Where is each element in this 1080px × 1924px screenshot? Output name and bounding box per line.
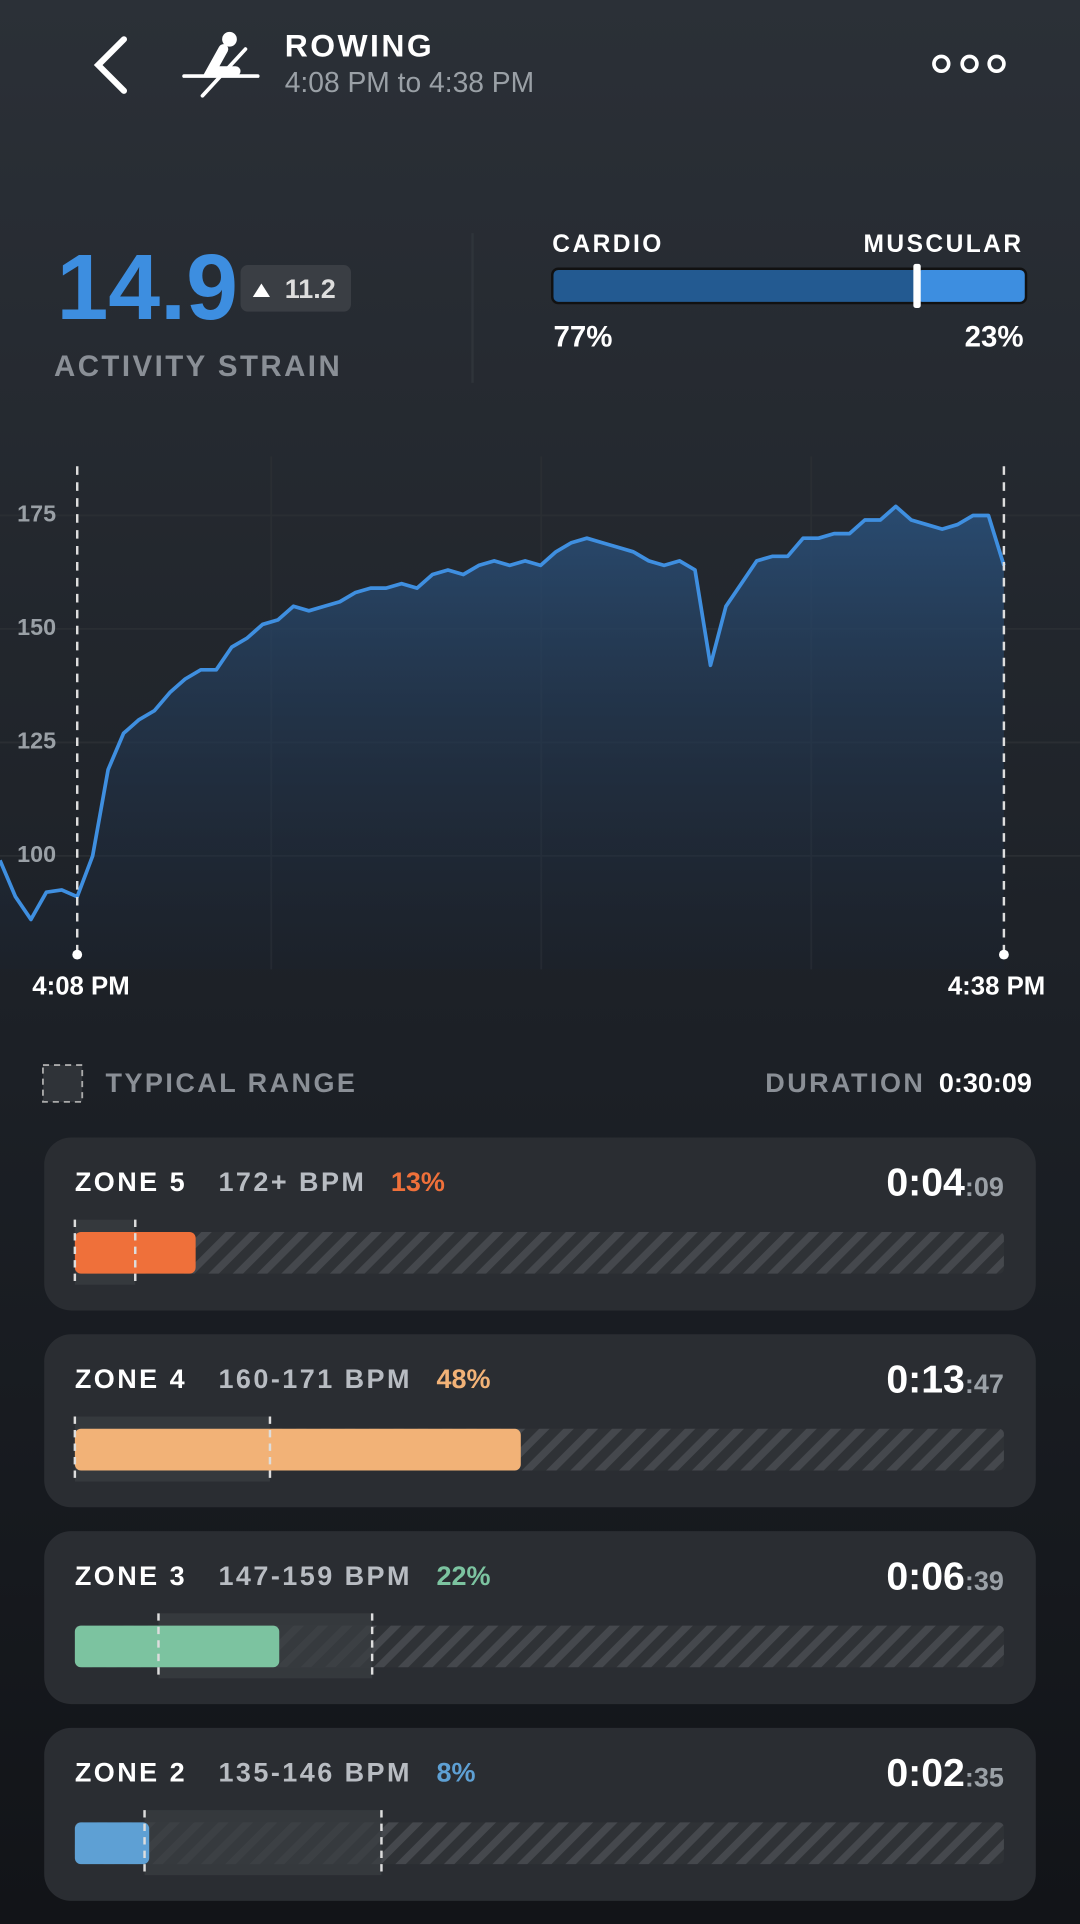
duration-value: 0:30:09 bbox=[939, 1068, 1032, 1098]
time-marker-dot bbox=[72, 949, 83, 960]
strain-change: 11.2 bbox=[285, 274, 336, 304]
zone-track bbox=[74, 1231, 1004, 1274]
y-tick-label: 150 bbox=[17, 614, 56, 640]
zone-percent: 8% bbox=[437, 1758, 476, 1788]
activity-time: 4:08 PM to 4:38 PM bbox=[285, 66, 534, 98]
zone-percent: 13% bbox=[391, 1167, 445, 1197]
x-tick-label: 4:38 PM bbox=[948, 973, 1045, 1001]
strain-badge bbox=[240, 265, 351, 312]
cardio-percent: 77% bbox=[554, 320, 613, 353]
zone-name: ZONE 3 bbox=[75, 1561, 187, 1591]
zone-time-seconds: :09 bbox=[965, 1172, 1004, 1202]
zone-time-seconds: :47 bbox=[965, 1369, 1004, 1399]
zone-card: ZONE 4 160-171 BPM 48% :470:13 bbox=[44, 1334, 1036, 1508]
hr-area bbox=[0, 506, 1004, 970]
y-tick-label: 175 bbox=[17, 501, 56, 527]
duration-label: DURATION bbox=[765, 1068, 925, 1098]
typical-range-label: TYPICAL RANGE bbox=[106, 1068, 358, 1098]
x-tick-label: 4:08 PM bbox=[32, 973, 129, 1001]
zone-percent: 22% bbox=[437, 1561, 491, 1591]
more-menu[interactable] bbox=[932, 54, 1006, 74]
cardio-label: CARDIO bbox=[552, 231, 664, 258]
zone-time: 0:04 bbox=[886, 1161, 965, 1205]
zone-card: ZONE 5 172+ BPM 13% :090:04 bbox=[44, 1137, 1036, 1311]
activity-title: ROWING bbox=[285, 27, 434, 63]
zone-name: ZONE 5 bbox=[75, 1167, 187, 1197]
zone-bar bbox=[74, 1822, 150, 1865]
zone-time: 0:02 bbox=[886, 1751, 965, 1795]
muscular-percent: 23% bbox=[965, 320, 1024, 353]
strain-value: 14.9 bbox=[56, 235, 238, 339]
zone-time-seconds: :39 bbox=[965, 1566, 1004, 1596]
y-tick-label: 125 bbox=[17, 728, 56, 754]
up-arrow bbox=[252, 283, 270, 297]
split-marker bbox=[913, 263, 921, 308]
back-button[interactable] bbox=[93, 36, 128, 94]
strain-label: ACTIVITY STRAIN bbox=[54, 350, 342, 383]
zone-time: 0:06 bbox=[886, 1554, 965, 1598]
zone-time-seconds: :35 bbox=[965, 1763, 1004, 1793]
zone-card: ZONE 3 147-159 BPM 22% :390:06 bbox=[44, 1531, 1036, 1705]
rowing-icon bbox=[182, 31, 260, 98]
zone-name: ZONE 2 bbox=[75, 1758, 187, 1788]
zone-name: ZONE 4 bbox=[75, 1364, 187, 1394]
y-tick-label: 100 bbox=[17, 841, 56, 867]
muscular-label: MUSCULAR bbox=[864, 231, 1024, 258]
time-marker-dot bbox=[999, 949, 1009, 960]
zone-bar bbox=[74, 1625, 280, 1668]
muscular-bar bbox=[917, 269, 1025, 302]
zone-percent: 48% bbox=[437, 1364, 491, 1394]
typical-range-icon bbox=[42, 1064, 84, 1103]
typical-range bbox=[144, 1810, 382, 1876]
zone-bar bbox=[74, 1428, 521, 1471]
zone-bpm: 147-159 BPM bbox=[218, 1561, 412, 1591]
zone-bpm: 160-171 BPM bbox=[218, 1364, 412, 1394]
zone-bpm: 172+ BPM bbox=[218, 1167, 366, 1197]
cardio-bar bbox=[553, 269, 919, 302]
zone-card: ZONE 2 135-146 BPM 8% :350:02 bbox=[44, 1727, 1036, 1901]
zone-time: 0:13 bbox=[886, 1358, 965, 1402]
zone-bpm: 135-146 BPM bbox=[218, 1758, 412, 1788]
hr-line bbox=[0, 504, 1006, 922]
